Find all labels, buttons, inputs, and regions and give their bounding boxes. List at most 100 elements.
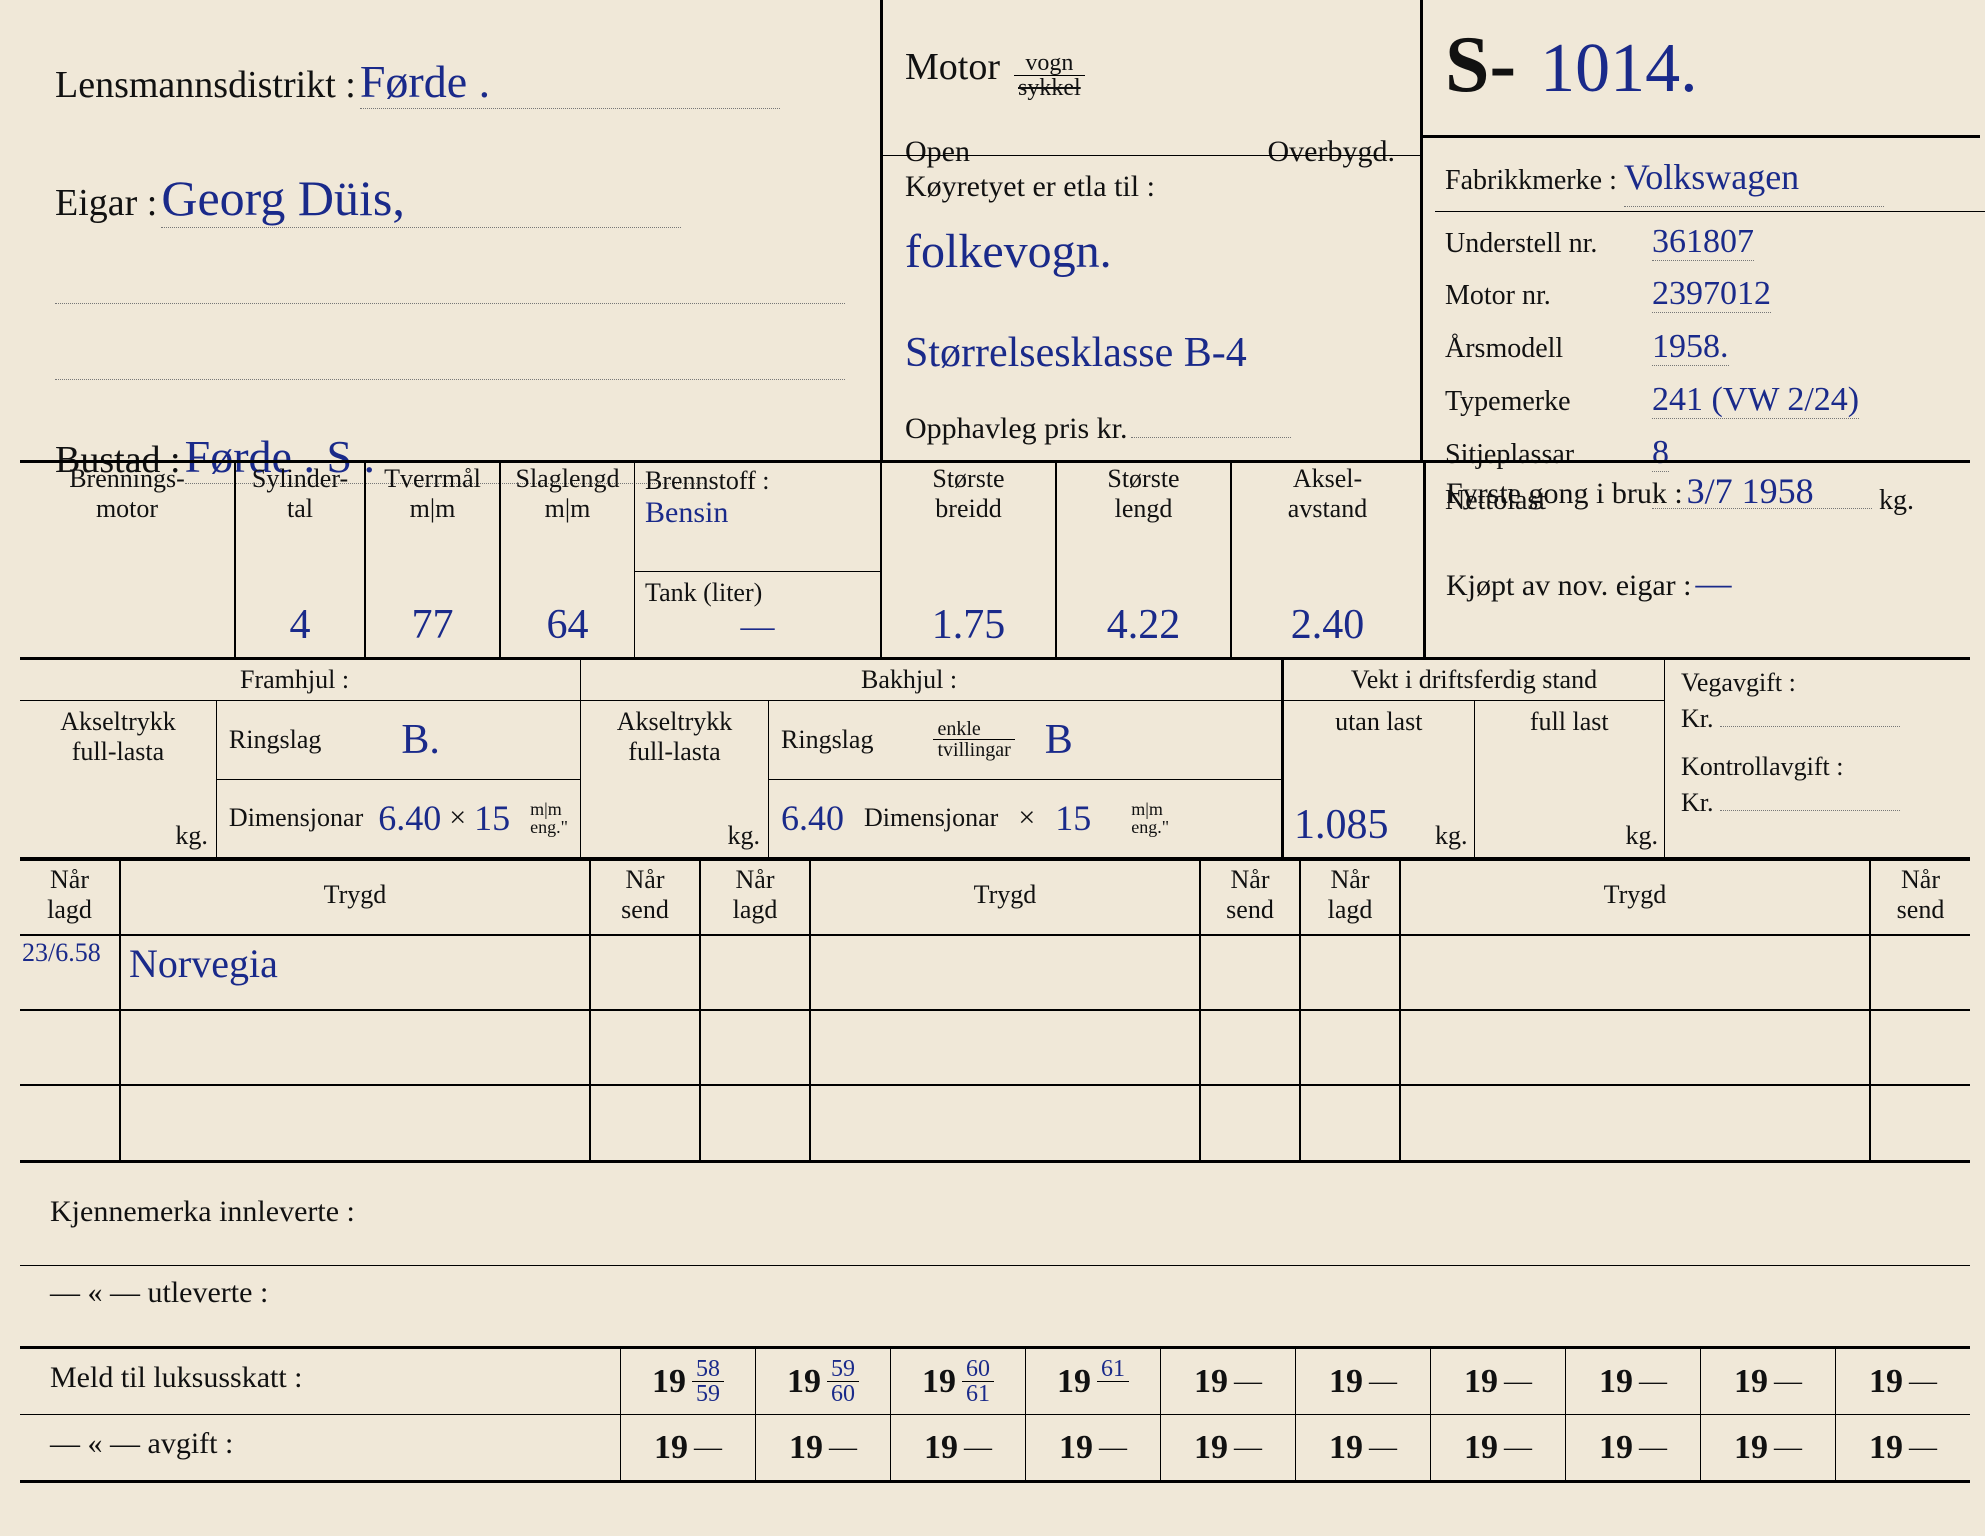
year-dash: — [1369,1432,1397,1464]
year-cell: 19— [1566,1349,1701,1414]
mm-eng-r: m|m eng." [1131,800,1169,836]
s-value: 1014. [1540,30,1698,107]
year-dash: — [1099,1432,1127,1464]
year-dash: — [829,1432,857,1464]
tverrmal-cell: Tverrmål m|m 77 [365,460,500,660]
understell-row: Understell nr. 361807 [1445,216,1975,269]
year-19: 19 [1599,1363,1633,1401]
brennstoff-value: Bensin [645,496,870,530]
rear-dim2: 15 [1055,797,1091,839]
year-19: 19 [924,1429,958,1467]
kontrollavgift-label: Kontrollavgift : [1681,752,1954,782]
akseltrykk-label2: full-lasta [26,737,210,767]
year-19: 19 [1329,1363,1363,1401]
utan-last-cell: utan last 1.085 kg. [1284,701,1475,857]
kg-front: kg. [175,821,208,851]
opphavleg-label: Opphavleg pris kr. [905,412,1127,445]
insurance-header: Når lagd Trygd Når send Når lagd Trygd N… [20,860,1970,935]
open-label: Open [905,135,970,169]
lensmanns-row: Lensmannsdistrikt : Førde . [55,55,845,109]
understell-value: 361807 [1652,223,1754,261]
year-19: 19 [652,1363,686,1401]
arsmodell-row: Årsmodell 1958. [1445,321,1975,374]
hdr-trygd-1: Trygd [120,860,590,935]
top-left-block: Lensmannsdistrikt : Førde . Eigar : Geor… [55,55,845,484]
hdr-trygd-2: Trygd [810,860,1200,935]
keyretyet-block: Køyretyet er etla til : folkevogn. Størr… [905,170,1395,446]
front-ringslag: Ringslag B. [217,701,580,780]
enkle-label: enkle [933,719,1014,740]
motor-sykkel: sykkel [1014,76,1085,100]
kjopt-row: Kjøpt av nov. eigar : — [1446,562,1950,604]
motor-label: Motor [905,46,1000,88]
lengd-cell: Største lengd 4.22 [1056,460,1231,660]
rear-dim: 6.40 Dimensjonar × 15 m|m eng." [769,780,1281,858]
hline-snum [1420,135,1980,138]
ins-date-1: 23/6.58 [20,935,120,1010]
lengd-value: 4.22 [1057,601,1230,649]
detail-div [1435,211,1985,212]
vegavgift-label: Vegavgift : [1681,668,1954,698]
year-cell: 19— [891,1415,1026,1480]
brennstoff-tank-cell: Brennstoff : Bensin Tank (liter) — [635,460,881,660]
tank-label: Tank (liter) [645,578,870,608]
typemerke-value: 241 (VW 2/24) [1652,381,1859,419]
vdiv-2 [1420,0,1423,460]
year-cell: 19— [756,1415,891,1480]
year-dash: — [1504,1432,1532,1464]
insurance-row-3 [20,1085,1970,1163]
utleverte: — « — utleverte : [50,1276,268,1309]
year-cell: 19— [1161,1415,1296,1480]
year-dash: — [1234,1432,1262,1464]
top-middle-block: Motor vogn sykkel Open Overbygd. [905,45,1395,169]
hdr-narlagd-1: Når lagd [20,860,120,935]
rear-akseltrykk: Akseltrykk full-lasta kg. [581,701,769,857]
lensmanns-label: Lensmannsdistrikt : [55,64,356,106]
lensmanns-value: Førde . [360,55,780,109]
times-r: × [1018,801,1035,835]
avgift-label: — « — avgift : [20,1415,621,1480]
registration-card: Lensmannsdistrikt : Førde . Eigar : Geor… [0,0,1985,1536]
breidd-cell: Største breidd 1.75 [881,460,1056,660]
front-dim2: 15 [474,797,510,839]
year-19: 19 [1734,1429,1768,1467]
vdiv-1 [880,0,883,460]
bottom-block: Kjennemerka innleverte : — « — utleverte… [20,1185,1970,1483]
year-cell: 19— [1026,1415,1161,1480]
top-right-block: S- 1014. [1445,20,1965,111]
mm-eng-f: m|m eng." [530,800,568,836]
hdr-narsend-2: Når send [1200,860,1300,935]
kr-label2: Kr. [1681,788,1954,818]
fyrste-label: Fyrste gong i bruk : [1446,477,1683,510]
eigar-line3 [55,349,845,380]
motor-row: Motor vogn sykkel [905,45,1395,100]
fyrste-cell: Fyrste gong i bruk : 3/7 1958 Kjøpt av n… [1426,460,1970,660]
dimensjonar-label-f: Dimensjonar [229,803,363,833]
year-dash: — [1639,1432,1667,1464]
utleverte-row: — « — utleverte : [20,1266,1970,1349]
year-cell: 195859 [621,1349,756,1414]
akseltrykk-label2-r: full-lasta [587,737,762,767]
typemerke-row: Typemerke 241 (VW 2/24) [1445,374,1975,427]
kjennemerka-inn: Kjennemerka innleverte : [50,1195,355,1228]
opphavleg-value [1131,437,1291,438]
akseltrykk-label1-r: Akseltrykk [587,707,762,737]
brennstoff-cell: Brennstoff : Bensin [635,460,880,572]
full-last-cell: full last kg. [1475,701,1665,857]
brennings-cell: Brennings- motor [20,460,235,660]
front-dim: Dimensjonar 6.40 × 15 m|m eng." [217,780,580,858]
storste-breidd: Største breidd [890,464,1047,524]
utan-last-value: 1.085 [1294,801,1389,849]
slaglengd-label1: Slaglengd [509,464,626,494]
year-cell: 19— [1296,1349,1431,1414]
year-19: 19 [654,1429,688,1467]
keyretyet-value2: Størrelsesklasse B-4 [905,329,1395,377]
fyrste-row: Fyrste gong i bruk : 3/7 1958 [1446,470,1950,512]
sylinder-cell: Sylinder- tal 4 [235,460,365,660]
kg-rear: kg. [728,821,761,851]
avgift-row: — « — avgift : 19—19—19—19—19—19—19—19—1… [20,1415,1970,1483]
insurance-row-1: 23/6.58 Norvegia [20,935,1970,1010]
s-prefix: S- [1445,21,1516,109]
eigar-value: Georg Düis, [161,169,681,228]
sylinder-label2: tal [244,494,356,524]
